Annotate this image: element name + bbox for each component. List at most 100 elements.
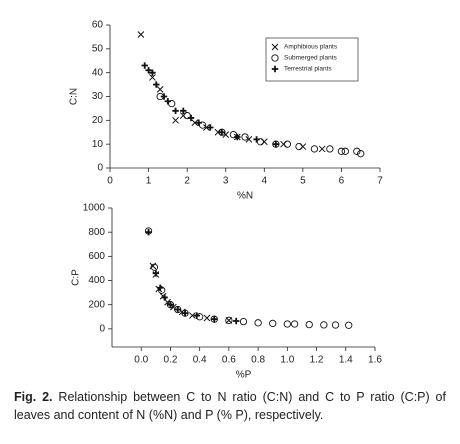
point-plus xyxy=(167,301,174,308)
point-circle xyxy=(310,145,319,153)
point-plus xyxy=(180,107,187,114)
point-plus xyxy=(195,119,202,126)
y-tick-label: 0 xyxy=(99,324,105,335)
y-tick-label: 0 xyxy=(97,163,103,174)
x-tick-label: 0.8 xyxy=(251,355,265,366)
point xyxy=(318,145,326,153)
x-tick-label: 1 xyxy=(146,176,152,187)
point xyxy=(160,93,168,100)
point xyxy=(207,124,214,131)
point xyxy=(191,119,199,127)
x-tick-label: 1.4 xyxy=(339,355,353,366)
point xyxy=(269,319,277,328)
point-circle xyxy=(353,147,361,155)
point xyxy=(310,145,319,153)
x-axis-label: %P xyxy=(236,370,252,381)
x-tick-label: 0.4 xyxy=(193,355,207,366)
point-circle xyxy=(295,142,303,151)
point-x xyxy=(203,314,211,322)
point-x xyxy=(189,312,196,319)
point-circle xyxy=(290,320,299,328)
x-tick-label: 0.6 xyxy=(222,355,236,366)
point xyxy=(145,228,152,236)
point-plus xyxy=(207,124,214,131)
point xyxy=(150,263,159,271)
x-axis-label: %N xyxy=(237,191,253,202)
point xyxy=(245,136,253,143)
point xyxy=(137,31,145,38)
caption: Fig. 2. Relationship between C to N rati… xyxy=(14,388,446,424)
point-plus xyxy=(181,309,189,317)
point-circle xyxy=(241,133,249,141)
point xyxy=(239,317,248,326)
x-tick-label: 0.2 xyxy=(163,355,177,366)
point xyxy=(280,140,287,148)
point-x xyxy=(225,317,233,324)
point xyxy=(305,320,313,329)
point xyxy=(272,140,280,148)
point xyxy=(331,321,340,329)
point xyxy=(164,98,172,105)
point-plus xyxy=(271,65,279,73)
x-tick-label: 1.2 xyxy=(310,355,324,366)
point xyxy=(167,301,174,308)
point-plus xyxy=(211,316,218,323)
point-circle xyxy=(283,320,291,328)
legend-box xyxy=(265,37,359,82)
point xyxy=(341,147,349,155)
caption-text: Relationship between C to N ratio (C:N) … xyxy=(14,390,446,422)
point xyxy=(161,294,168,301)
point xyxy=(174,306,181,313)
point-circle xyxy=(337,147,346,155)
point xyxy=(225,316,233,325)
point xyxy=(172,116,179,124)
y-axis-label: C:P xyxy=(71,269,82,286)
point xyxy=(180,107,187,114)
point-plus xyxy=(232,317,240,325)
point xyxy=(271,43,279,51)
caption-label: Fig. 2. xyxy=(14,390,53,404)
x-tick-label: 1.6 xyxy=(368,355,382,366)
y-tick-label: 200 xyxy=(88,299,105,310)
point xyxy=(156,85,164,93)
point xyxy=(141,62,148,69)
point xyxy=(337,147,346,155)
point-x xyxy=(149,74,156,81)
point xyxy=(181,309,189,317)
point-plus xyxy=(234,133,241,141)
point-plus xyxy=(172,107,179,114)
point-plus xyxy=(153,81,160,88)
point-circle xyxy=(254,319,262,327)
point xyxy=(152,270,160,277)
point xyxy=(232,317,240,325)
point-plus xyxy=(149,69,156,76)
point-circle xyxy=(225,316,233,325)
point-circle xyxy=(357,150,365,158)
point xyxy=(218,129,226,136)
point xyxy=(253,136,260,143)
point xyxy=(295,142,303,151)
point xyxy=(283,320,291,328)
y-tick-label: 1000 xyxy=(83,203,106,214)
point-circle xyxy=(305,320,313,329)
point-circle xyxy=(239,317,248,326)
y-tick-label: 60 xyxy=(92,20,104,31)
point xyxy=(149,69,156,76)
point-plus xyxy=(152,270,160,277)
point-plus xyxy=(145,228,152,236)
point xyxy=(234,133,241,141)
point xyxy=(353,147,361,155)
point-circle xyxy=(345,321,353,329)
point-circle xyxy=(283,140,292,148)
point xyxy=(290,320,299,328)
point-circle xyxy=(150,263,159,271)
x-tick-label: 7 xyxy=(377,176,383,187)
point xyxy=(345,321,353,329)
point xyxy=(225,317,233,324)
x-tick-label: 0 xyxy=(107,176,113,187)
point-x xyxy=(156,85,164,93)
point-x xyxy=(191,119,199,127)
legend-label: Terrestrial plants xyxy=(284,66,332,73)
point-x xyxy=(245,136,253,143)
